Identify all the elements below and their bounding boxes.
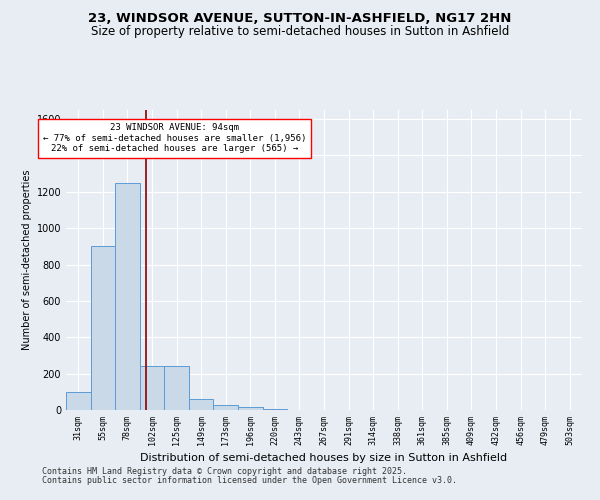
Bar xyxy=(189,399,214,410)
Y-axis label: Number of semi-detached properties: Number of semi-detached properties xyxy=(22,170,32,350)
Text: Contains public sector information licensed under the Open Government Licence v3: Contains public sector information licen… xyxy=(42,476,457,485)
Text: 23, WINDSOR AVENUE, SUTTON-IN-ASHFIELD, NG17 2HN: 23, WINDSOR AVENUE, SUTTON-IN-ASHFIELD, … xyxy=(88,12,512,26)
Bar xyxy=(238,408,263,410)
Bar xyxy=(140,366,164,410)
Bar xyxy=(263,409,287,410)
Bar xyxy=(214,406,238,410)
Text: Size of property relative to semi-detached houses in Sutton in Ashfield: Size of property relative to semi-detach… xyxy=(91,25,509,38)
X-axis label: Distribution of semi-detached houses by size in Sutton in Ashfield: Distribution of semi-detached houses by … xyxy=(140,453,508,463)
Text: Contains HM Land Registry data © Crown copyright and database right 2025.: Contains HM Land Registry data © Crown c… xyxy=(42,467,407,476)
Bar xyxy=(164,366,189,410)
Bar xyxy=(115,182,140,410)
Bar xyxy=(91,246,115,410)
Text: 23 WINDSOR AVENUE: 94sqm
← 77% of semi-detached houses are smaller (1,956)
22% o: 23 WINDSOR AVENUE: 94sqm ← 77% of semi-d… xyxy=(43,124,306,154)
Bar xyxy=(66,392,91,410)
